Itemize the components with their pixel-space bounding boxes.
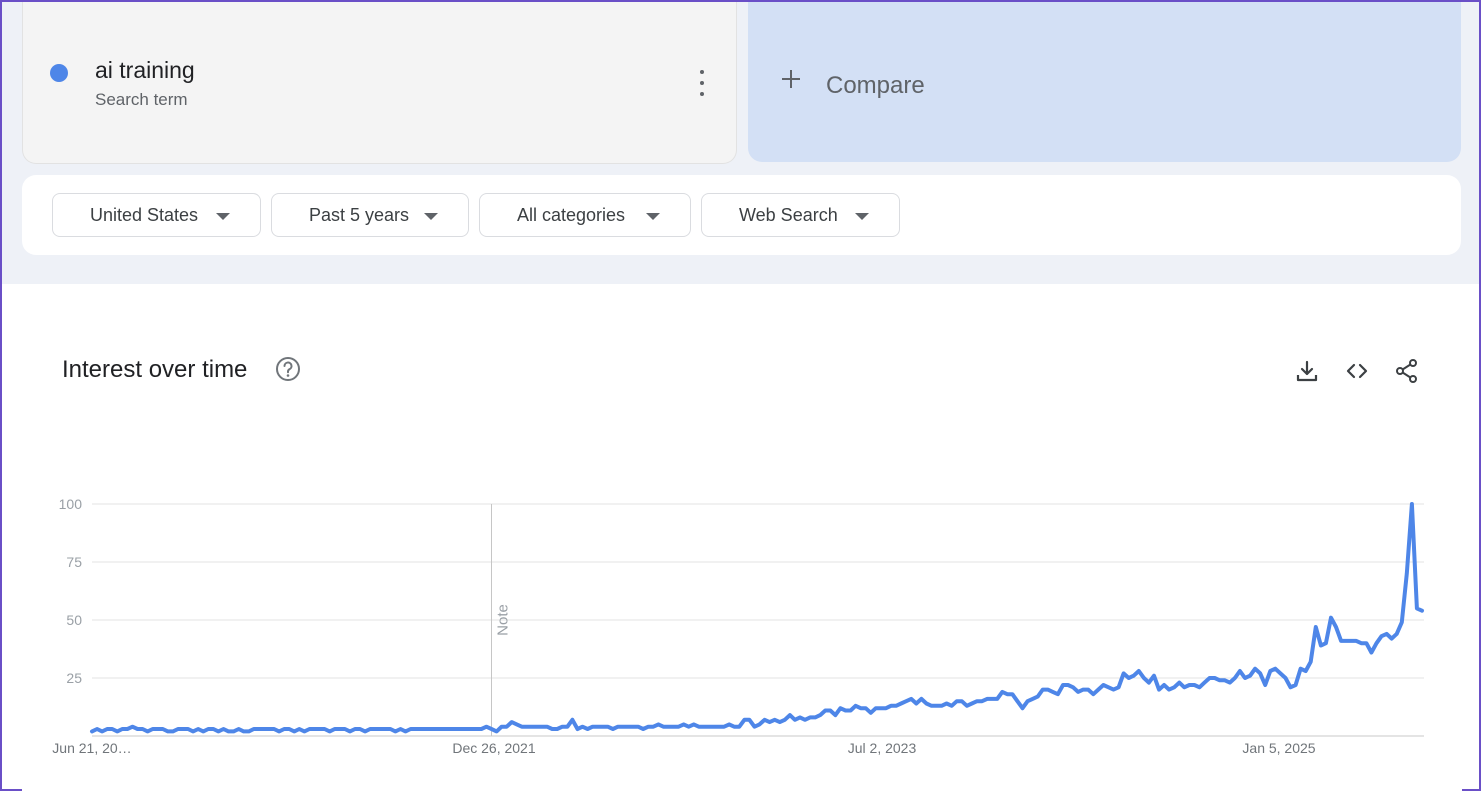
interest-over-time-card: Interest over time 100 75 50 25 Jun 21, 20… D… <box>22 315 1462 791</box>
series-line-ai-training <box>90 502 1424 734</box>
y-tick-label: 50 <box>66 612 82 628</box>
section-title: Interest over time <box>62 356 248 383</box>
category-filter-label: All categories <box>517 204 626 225</box>
x-tick-label: Jun 21, 20… <box>52 740 131 756</box>
x-tick-label: Jan 5, 2025 <box>1242 740 1315 756</box>
search-type-filter-label: Web Search <box>739 204 838 225</box>
download-icon[interactable] <box>1294 358 1320 384</box>
plus-icon <box>782 70 800 88</box>
x-tick-label: Jul 2, 2023 <box>848 740 917 756</box>
search-term-name[interactable]: ai training <box>95 57 195 83</box>
caret-down-icon <box>855 213 869 220</box>
series-color-dot <box>50 64 68 82</box>
annotation-note-label: Note <box>495 604 512 636</box>
category-filter-dropdown[interactable]: All categories <box>479 193 691 237</box>
compare-button[interactable]: Compare <box>748 2 1461 162</box>
x-tick-label: Dec 26, 2021 <box>452 740 535 756</box>
caret-down-icon <box>646 213 660 220</box>
y-tick-label: 100 <box>59 496 83 512</box>
help-circle-icon[interactable] <box>275 356 301 382</box>
y-tick-label: 25 <box>66 670 82 686</box>
region-filter-label: United States <box>90 204 199 225</box>
caret-down-icon <box>216 213 230 220</box>
search-type-filter-dropdown[interactable]: Web Search <box>701 193 900 237</box>
embed-code-icon[interactable] <box>1344 358 1370 384</box>
caret-down-icon <box>424 213 438 220</box>
search-term-subtitle: Search term <box>95 90 188 109</box>
filter-bar: United States Past 5 years All categorie… <box>22 175 1461 255</box>
compare-label: Compare <box>826 72 925 99</box>
region-filter-dropdown[interactable]: United States <box>52 193 261 237</box>
interest-line-chart: 100 75 50 25 Jun 21, 20… Dec 26, 2021 Jul 2, 2… <box>52 496 1424 756</box>
time-range-filter-dropdown[interactable]: Past 5 years <box>271 193 469 237</box>
share-icon[interactable] <box>1394 358 1420 384</box>
y-tick-label: 75 <box>66 554 82 570</box>
search-term-card[interactable]: ai training Search term <box>22 2 737 164</box>
time-range-filter-label: Past 5 years <box>309 204 410 225</box>
more-vert-icon[interactable] <box>693 70 711 96</box>
